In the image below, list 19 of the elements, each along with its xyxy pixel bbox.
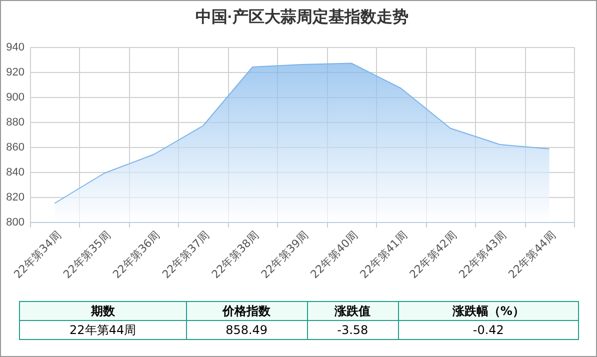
y-tick-label: 860 [6,142,24,154]
y-tick-label: 820 [6,192,24,204]
chart-title: 中国·产区大蒜周定基指数走势 [195,8,409,26]
x-tick-label: 22年第41周 [358,228,410,282]
text: 涨跌幅（%） [398,302,578,320]
text: 22年第44周 [20,320,186,340]
x-tick-label: 22年第40周 [308,228,360,282]
text: -3.58 [307,320,398,340]
text: 涨跌值 [307,302,398,320]
text: 858.49 [186,320,308,340]
text: 价格指数 [186,302,308,320]
text: 期数 [20,302,186,320]
y-tick-label: 920 [6,66,24,78]
y-tick-label: 940 [6,42,24,54]
text: -0.42 [398,320,578,340]
y-tick-label: 800 [6,216,24,228]
y-tick-label: 840 [6,166,24,178]
y-tick-label: 880 [6,116,24,128]
y-tick-label: 900 [6,92,24,104]
